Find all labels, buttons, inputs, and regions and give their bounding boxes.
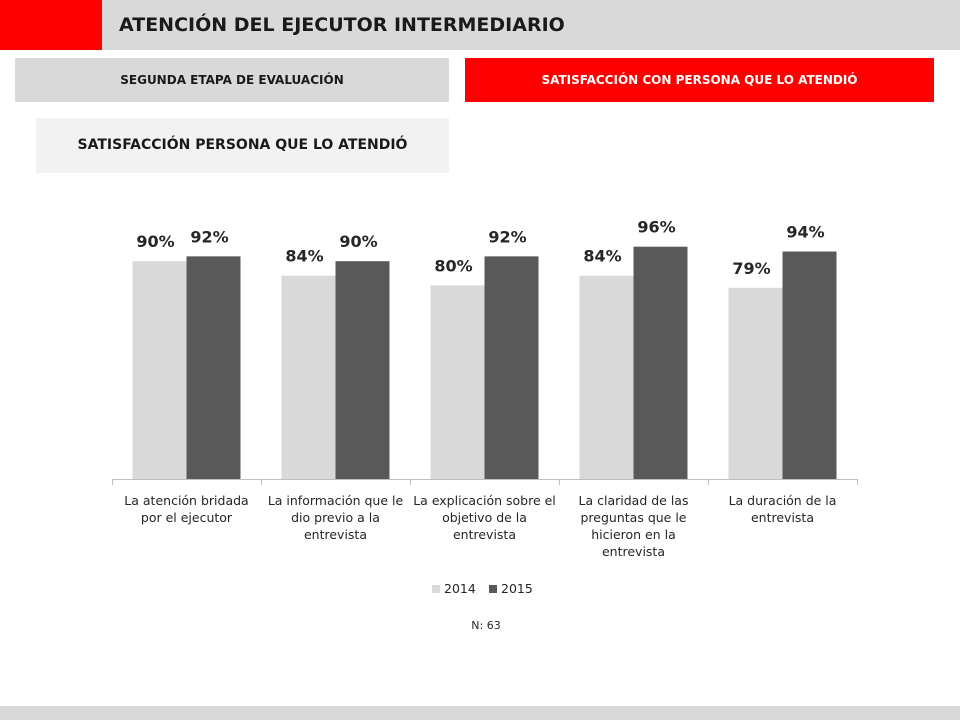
- data-label-2014: 80%: [434, 256, 472, 275]
- data-label-2014: 84%: [583, 247, 621, 266]
- category-label-line: entrevista: [602, 544, 665, 559]
- category-label: La atención bridada por el ejecutor: [124, 493, 248, 525]
- bar-2014: [728, 287, 783, 479]
- category-label-line: entrevista: [304, 527, 367, 542]
- bar-2014: [430, 285, 485, 479]
- bar-2015: [186, 256, 241, 479]
- category-label-line: entrevista: [453, 527, 516, 542]
- data-label-2015: 92%: [488, 227, 526, 246]
- category-label: La claridad de las preguntas que le hicier…: [579, 493, 689, 559]
- category-label-line: La duración de la: [729, 493, 837, 508]
- bar-2015: [782, 251, 837, 479]
- data-label-2014: 79%: [732, 259, 770, 278]
- bar-2015: [484, 256, 539, 479]
- data-label-2015: 92%: [190, 227, 228, 246]
- bar-2015: [633, 246, 688, 479]
- category-label-line: La claridad de las: [579, 493, 689, 508]
- legend-label-2015: 2015: [501, 581, 533, 596]
- page-title: ATENCIÓN DEL EJECUTOR INTERMEDIARIO: [119, 14, 565, 36]
- brand-block: [0, 0, 102, 50]
- bar-2014: [281, 275, 336, 479]
- sample-size-note: N: 63: [471, 619, 500, 632]
- legend-label-2014: 2014: [444, 581, 476, 596]
- data-label-2015: 90%: [339, 232, 377, 251]
- category-label-line: objetivo de la: [442, 510, 527, 525]
- legend-swatch-2015: [489, 585, 497, 593]
- data-label-2014: 90%: [136, 232, 174, 251]
- category-label-line: entrevista: [751, 510, 814, 525]
- data-label-2014: 84%: [285, 247, 323, 266]
- category-label-line: dio previo a la: [291, 510, 380, 525]
- section-title: SATISFACCIÓN PERSONA QUE LO ATENDIÓ: [36, 118, 449, 173]
- footer-bar: [0, 706, 960, 720]
- category-label-line: La información que le: [268, 493, 404, 508]
- data-label-2015: 94%: [786, 223, 824, 242]
- category-label-line: La atención bridada: [124, 493, 248, 508]
- category-label: La explicación sobre el objetivo de la ent…: [413, 493, 556, 542]
- tab-satisfaccion[interactable]: SATISFACCIÓN CON PERSONA QUE LO ATENDIÓ: [465, 58, 934, 102]
- tab-segunda-etapa[interactable]: SEGUNDA ETAPA DE EVALUACIÓN: [15, 58, 449, 102]
- bar-2015: [335, 261, 390, 479]
- data-label-2015: 96%: [637, 218, 675, 237]
- category-label-line: hicieron en la: [591, 527, 676, 542]
- category-label-line: La explicación sobre el: [413, 493, 556, 508]
- category-label: La duración de la entrevista: [729, 493, 837, 525]
- category-label: La información que le dio previo a la entr…: [268, 493, 404, 542]
- bar-2014: [579, 275, 634, 479]
- bar-2014: [132, 261, 187, 479]
- category-label-line: por el ejecutor: [141, 510, 233, 525]
- header-bar: [0, 0, 960, 50]
- legend-swatch-2014: [432, 585, 440, 593]
- category-label-line: preguntas que le: [581, 510, 687, 525]
